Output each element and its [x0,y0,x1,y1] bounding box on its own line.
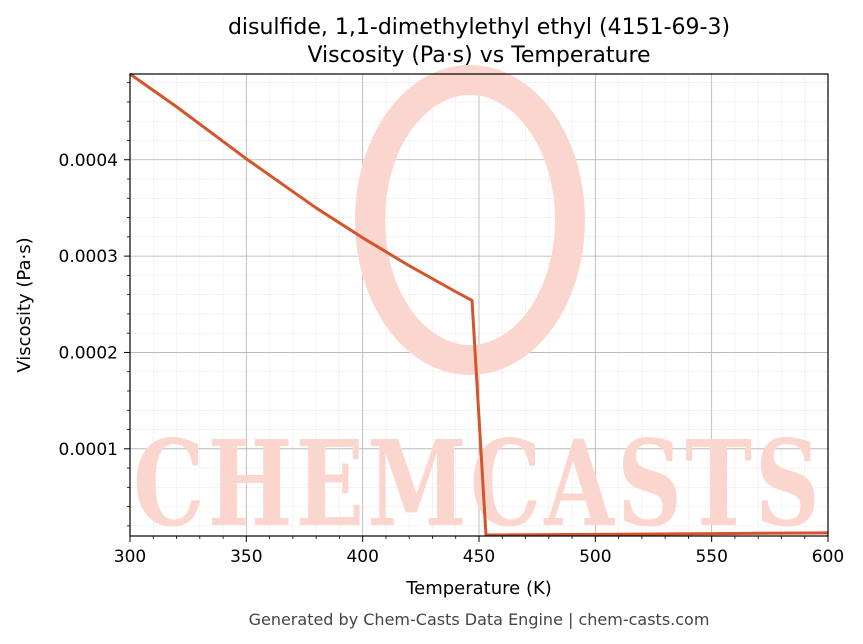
x-tick-label: 500 [579,547,611,567]
y-tick-label: 0.0002 [59,343,118,363]
series-line-viscosity [129,72,829,537]
x-tick-label: 600 [812,547,844,567]
chart-subtitle: Viscosity (Pa·s) vs Temperature [307,43,650,68]
footer-credit: Generated by Chem-Casts Data Engine | ch… [249,610,710,629]
x-tick-label: 450 [463,547,495,567]
y-axis-label: Viscosity (Pa·s) [14,237,35,372]
watermark-text: CHEMCASTS [133,414,823,553]
series-layer [129,72,829,537]
y-tick-label: 0.0003 [59,247,118,267]
x-axis-label: Temperature (K) [405,578,552,599]
ticks-layer: 300 350 400 450 500 550 600 0.0001 0.0002 0.0003 0… [59,82,844,567]
x-tick-label: 550 [695,547,727,567]
y-tick-label: 0.0004 [59,151,118,171]
x-tick-label: 350 [230,547,262,567]
x-tick-label: 300 [114,547,146,567]
chart-title: disulfide, 1,1-dimethylethyl ethyl (4151… [228,15,730,40]
watermark-ring [355,65,585,375]
y-tick-label: 0.0001 [59,440,118,460]
watermark: CHEMCASTS [133,65,823,553]
x-tick-label: 400 [346,547,378,567]
